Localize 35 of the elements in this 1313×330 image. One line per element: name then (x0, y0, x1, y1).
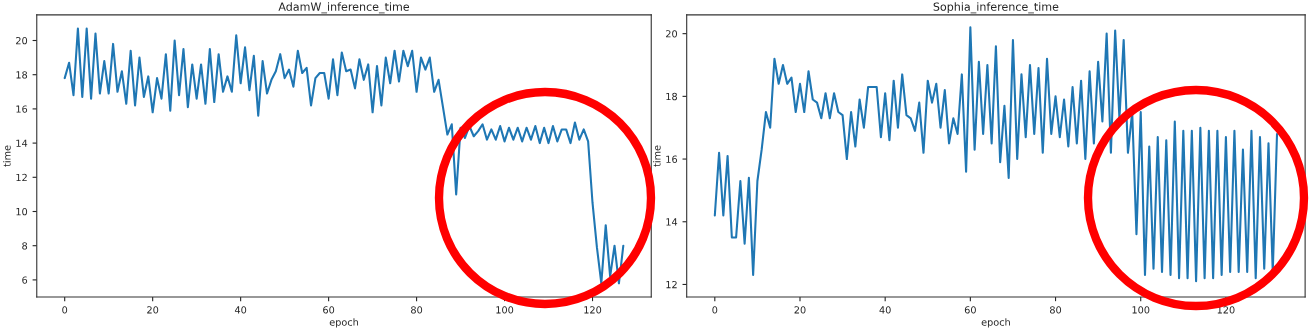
y-axis-title: time (3, 145, 11, 167)
x-tick-label: 20 (794, 306, 806, 314)
x-tick-label: 120 (1217, 306, 1235, 314)
y-tick-label: 12 (666, 280, 677, 289)
x-tick-label: 40 (879, 306, 891, 314)
y-tick-label: 20 (666, 30, 678, 38)
y-axis-title: time (653, 145, 661, 167)
line-series (63, 27, 625, 285)
x-tick-label: 100 (1132, 306, 1150, 314)
x-tick-label: 80 (411, 306, 423, 314)
chart-title: AdamW_inference_time (278, 2, 410, 14)
y-tick-label: 18 (16, 71, 28, 79)
x-tick-label: 0 (712, 306, 718, 314)
y-tick-label: 16 (666, 155, 678, 163)
x-tick-label: 60 (964, 306, 976, 314)
y-tick-label: 10 (16, 207, 28, 216)
y-tick-label: 6 (22, 276, 28, 284)
line-series (713, 26, 1279, 283)
x-tick-label: 60 (323, 306, 335, 314)
x-tick-label: 0 (62, 306, 68, 314)
y-tick-label: 14 (16, 139, 28, 147)
y-tick-label: 20 (16, 36, 28, 45)
x-tick-label: 40 (234, 306, 247, 314)
x-tick-label: 120 (584, 306, 602, 314)
x-axis-title: epoch (981, 318, 1010, 328)
y-tick-label: 12 (16, 173, 27, 181)
y-tick-label: 8 (22, 242, 28, 250)
y-tick-label: 14 (666, 218, 678, 226)
x-tick-label: 20 (147, 306, 159, 314)
x-tick-label: 100 (496, 306, 514, 314)
x-tick-label: 80 (1050, 306, 1062, 314)
x-axis-title: epoch (329, 318, 358, 328)
y-tick-label: 18 (666, 92, 678, 101)
chart-title: Sophia_inference_time (933, 2, 1059, 14)
y-tick-label: 16 (16, 105, 28, 113)
